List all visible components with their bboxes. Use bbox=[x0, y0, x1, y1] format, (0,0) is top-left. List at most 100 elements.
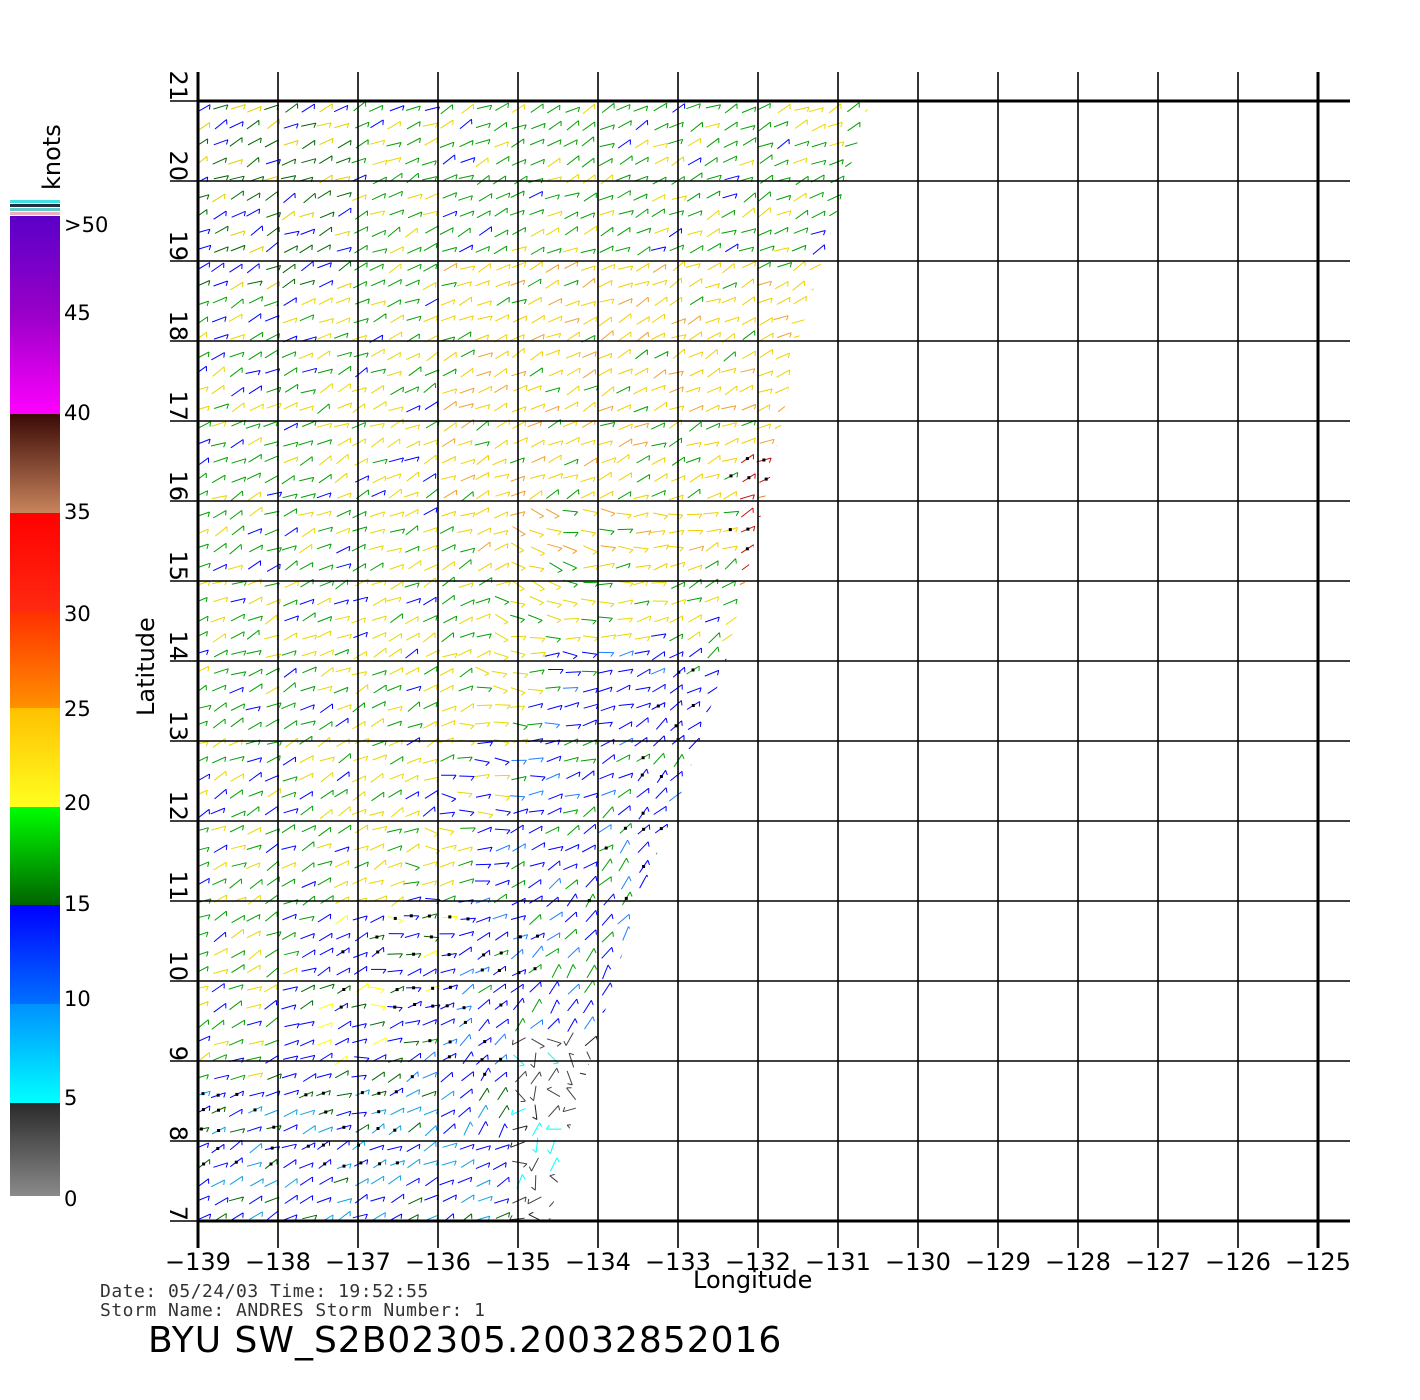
wind-barb bbox=[312, 1055, 316, 1061]
wind-barb bbox=[241, 1039, 244, 1045]
wind-vector bbox=[247, 827, 262, 835]
rain-flag-dot bbox=[747, 476, 751, 480]
wind-vector bbox=[476, 210, 491, 219]
wind-vector bbox=[459, 878, 474, 884]
wind-vector bbox=[320, 703, 333, 714]
wind-barb bbox=[295, 1124, 298, 1130]
wind-barb bbox=[365, 1214, 368, 1220]
wind-vector bbox=[494, 774, 510, 777]
wind-vector bbox=[368, 545, 384, 551]
wind-barb bbox=[592, 620, 597, 625]
wind-vector bbox=[512, 1037, 526, 1046]
wind-vector bbox=[388, 331, 403, 341]
wind-barb bbox=[364, 544, 366, 550]
wind-vector bbox=[338, 207, 352, 217]
wind-vector bbox=[422, 758, 438, 764]
wind-barb bbox=[841, 159, 844, 165]
wind-vector bbox=[263, 176, 279, 181]
wind-vector bbox=[333, 599, 349, 605]
wind-vector bbox=[354, 262, 368, 271]
wind-vector bbox=[246, 844, 262, 850]
wind-vector bbox=[758, 207, 771, 218]
wind-barb bbox=[608, 617, 613, 623]
colorbar-label: 15 bbox=[64, 892, 91, 916]
wind-barb bbox=[506, 1105, 510, 1111]
wind-vector bbox=[229, 367, 243, 378]
wind-vector bbox=[283, 367, 298, 377]
wind-vector bbox=[298, 352, 313, 360]
wind-barb bbox=[647, 860, 650, 866]
wind-barb bbox=[224, 878, 227, 884]
wind-vector bbox=[407, 723, 423, 728]
colorbar: >50 45 40 35 30 25 20 15 10 5 0 knots bbox=[10, 124, 108, 1211]
wind-barb bbox=[399, 352, 401, 358]
wind-barb bbox=[401, 1020, 404, 1026]
wind-vector bbox=[757, 542, 770, 553]
wind-vector bbox=[247, 757, 262, 763]
wind-vector bbox=[460, 458, 476, 465]
wind-barb bbox=[754, 317, 756, 323]
wind-barb bbox=[508, 581, 511, 587]
wind-barb bbox=[538, 515, 544, 519]
wind-barb bbox=[593, 1112, 598, 1118]
wind-vector bbox=[564, 226, 578, 236]
wind-vector bbox=[669, 651, 684, 659]
wind-vector bbox=[230, 671, 246, 676]
wind-barb bbox=[503, 690, 508, 695]
wind-barb bbox=[842, 227, 845, 234]
wind-barb bbox=[733, 368, 737, 374]
wind-vector bbox=[512, 526, 526, 535]
wind-vector bbox=[689, 473, 703, 483]
wind-vector bbox=[403, 1040, 419, 1044]
wind-vector bbox=[617, 805, 631, 816]
wind-barb bbox=[348, 667, 351, 673]
wind-barb bbox=[312, 1039, 315, 1045]
wind-vector bbox=[230, 104, 246, 110]
wind-barb bbox=[205, 741, 209, 747]
wind-vector bbox=[478, 385, 493, 394]
rain-flag-dot bbox=[499, 951, 503, 955]
wind-vector bbox=[319, 137, 334, 146]
wind-barb bbox=[590, 1076, 596, 1081]
wind-vector bbox=[529, 596, 544, 604]
wind-vector bbox=[317, 332, 332, 340]
wind-barb bbox=[225, 1162, 229, 1168]
wind-vector bbox=[531, 122, 546, 130]
wind-vector bbox=[759, 245, 775, 252]
wind-vector bbox=[581, 1112, 597, 1115]
wind-barb bbox=[296, 1040, 300, 1046]
wind-barb bbox=[364, 387, 367, 393]
wind-vector bbox=[617, 491, 632, 500]
wind-vector bbox=[773, 315, 789, 321]
wind-barb bbox=[506, 950, 509, 956]
wind-vector bbox=[369, 1021, 385, 1026]
wind-barb bbox=[453, 953, 457, 959]
wind-vector bbox=[531, 842, 545, 851]
wind-barb bbox=[454, 1160, 457, 1166]
wind-vector bbox=[198, 543, 209, 550]
wind-barb bbox=[567, 1083, 573, 1086]
wind-barb bbox=[541, 638, 546, 643]
wind-vector bbox=[459, 210, 474, 217]
wind-barb bbox=[260, 669, 263, 675]
rain-flag-dot bbox=[342, 1164, 346, 1168]
wind-barb bbox=[242, 1091, 244, 1097]
wind-barb bbox=[631, 210, 634, 216]
wind-barb bbox=[665, 563, 668, 569]
wind-vector bbox=[566, 1124, 578, 1137]
wind-vector bbox=[477, 1195, 493, 1202]
wind-barb bbox=[681, 210, 685, 216]
wind-barb bbox=[209, 421, 212, 427]
wind-barb bbox=[385, 1037, 387, 1043]
wind-vector bbox=[389, 511, 405, 517]
wind-vector bbox=[811, 298, 825, 308]
wind-vector bbox=[302, 634, 317, 640]
wind-barb bbox=[629, 617, 633, 623]
wind-vector bbox=[792, 280, 805, 291]
wind-barb bbox=[611, 773, 614, 779]
wind-barb bbox=[628, 754, 631, 760]
wind-vector bbox=[373, 313, 387, 323]
wind-barb bbox=[593, 512, 598, 517]
wind-vector bbox=[198, 138, 208, 148]
wind-vector bbox=[809, 191, 824, 199]
